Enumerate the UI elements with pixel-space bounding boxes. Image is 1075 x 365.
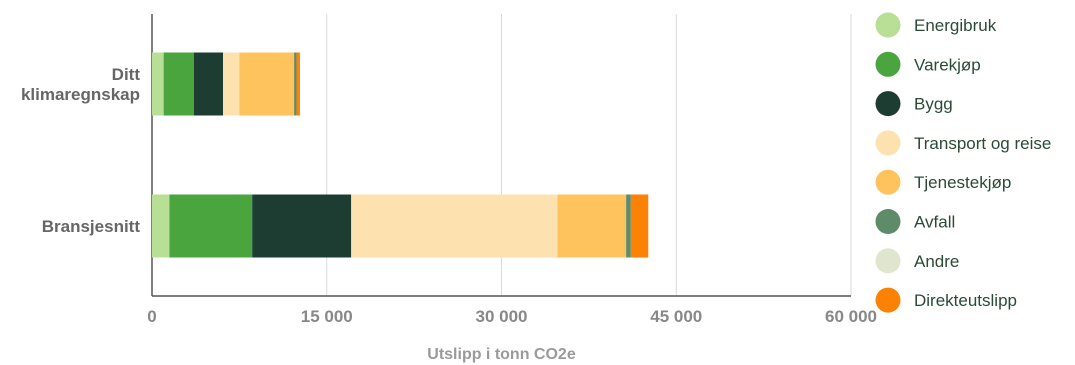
bar-segment-transport-og-reise	[351, 194, 558, 258]
legend-swatch	[875, 12, 901, 38]
x-tick-label: 30 000	[476, 307, 528, 326]
bar-segment-tjenestekj-p	[557, 194, 627, 258]
category-label: klimaregnskap	[21, 85, 140, 104]
legend-label: Energibruk	[914, 16, 997, 35]
bar-segment-transport-og-reise	[223, 52, 240, 116]
legend-swatch	[875, 209, 901, 234]
legend-label: Bygg	[914, 95, 953, 114]
legend-swatch	[875, 51, 901, 77]
legend-label: Tjenestekjøp	[914, 173, 1011, 192]
legend-label: Varekjøp	[914, 55, 981, 74]
x-tick-label: 60 000	[825, 307, 877, 326]
legend-label: Andre	[914, 252, 959, 271]
legend-label: Avfall	[914, 213, 955, 232]
x-tick-label: 0	[147, 307, 156, 326]
legend-swatch	[875, 248, 901, 274]
x-tick-label: 15 000	[301, 307, 353, 326]
legend-label: Transport og reise	[914, 134, 1051, 153]
bar-segment-tjenestekj-p	[239, 52, 295, 116]
bar-segment-energibruk	[152, 52, 164, 116]
bar-segment-direkteutslipp	[630, 194, 649, 258]
x-tick-label: 45 000	[650, 307, 702, 326]
bar-segment-direkteutslipp	[296, 52, 300, 116]
legend-label: Direkteutslipp	[914, 291, 1017, 310]
bar-segment-bygg	[193, 52, 224, 116]
legend-swatch	[875, 91, 901, 117]
legend-swatch	[875, 169, 901, 195]
bar-segment-varekj-p	[163, 52, 194, 116]
bar-segment-avfall	[294, 52, 297, 116]
category-label: Bransjesnitt	[42, 217, 141, 236]
bar-segment-bygg	[252, 194, 352, 258]
bar-segment-energibruk	[152, 194, 170, 258]
x-axis-title: Utslipp i tonn CO2e	[427, 346, 576, 363]
bar-segment-avfall	[626, 194, 631, 258]
category-label: Ditt	[112, 65, 141, 84]
bar-segment-varekj-p	[169, 194, 253, 258]
legend-swatch	[875, 287, 901, 313]
legend-swatch	[875, 130, 901, 156]
